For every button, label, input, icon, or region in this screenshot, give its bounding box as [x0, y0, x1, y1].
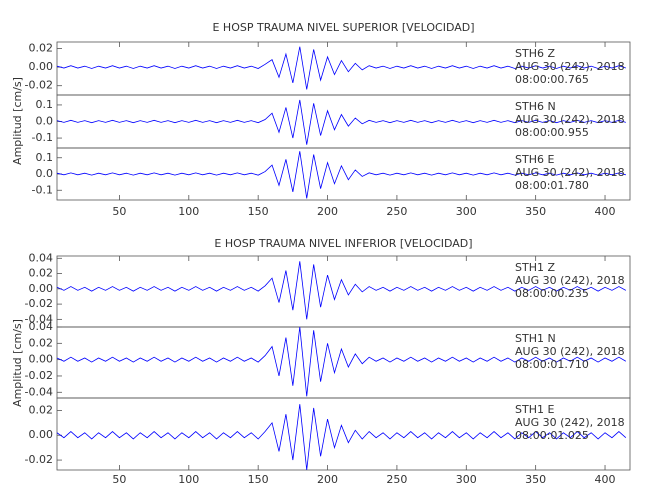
x-tick-label: 250	[386, 205, 407, 218]
y-tick-label: 0.00	[29, 353, 54, 366]
trace-time: 08:00:00.235	[515, 287, 589, 300]
waveform	[56, 404, 627, 471]
chart-title: E HOSP TRAUMA NIVEL SUPERIOR [VELOCIDAD]	[212, 21, 474, 34]
y-tick-label: 0.04	[29, 320, 54, 333]
trace-date: AUG 30 (242), 2018	[515, 60, 625, 73]
waveform	[56, 99, 626, 145]
y-tick-label: -0.02	[25, 297, 53, 310]
trace-date: AUG 30 (242), 2018	[515, 416, 625, 429]
x-tick-label: 300	[456, 473, 477, 486]
x-tick-label: 350	[525, 473, 546, 486]
x-tick-label: 350	[525, 205, 546, 218]
y-tick-label: -0.1	[32, 131, 53, 144]
y-tick-label: -0.02	[25, 453, 53, 466]
y-tick-label: -0.04	[25, 385, 53, 398]
x-tick-label: 150	[248, 205, 269, 218]
trace-station: STH6 E	[515, 153, 554, 166]
y-tick-label: -0.02	[25, 369, 53, 382]
waveform	[56, 151, 626, 199]
y-tick-label: 0.00	[29, 60, 54, 73]
x-tick-label: 50	[112, 205, 126, 218]
trace-time: 08:00:01.780	[515, 179, 589, 192]
waveform	[56, 261, 627, 320]
trace-time: 08:00:00.955	[515, 126, 589, 139]
x-tick-label: 400	[595, 473, 616, 486]
trace-time: 08:00:01.025	[515, 429, 589, 442]
y-tick-label: 0.0	[36, 167, 54, 180]
trace-station: STH1 E	[515, 403, 554, 416]
y-axis-label: Amplitud [cm/s]	[11, 319, 24, 407]
y-tick-label: 0.02	[29, 267, 54, 280]
y-tick-label: 0.04	[29, 251, 54, 264]
x-tick-label: 300	[456, 205, 477, 218]
y-tick-label: 0.0	[36, 115, 54, 128]
y-tick-label: -0.02	[25, 79, 53, 92]
trace-date: AUG 30 (242), 2018	[515, 166, 625, 179]
y-tick-label: -0.1	[32, 183, 53, 196]
x-tick-label: 200	[317, 473, 338, 486]
x-tick-label: 150	[248, 473, 269, 486]
trace-station: STH6 Z	[515, 47, 555, 60]
y-tick-label: -0.04	[25, 312, 53, 325]
y-tick-label: 0.1	[36, 151, 54, 164]
trace-time: 08:00:01.710	[515, 358, 589, 371]
x-tick-label: 400	[595, 205, 616, 218]
trace-station: STH1 N	[515, 332, 556, 345]
y-tick-label: 0.02	[29, 403, 54, 416]
y-axis-label: Amplitud [cm/s]	[11, 77, 24, 165]
y-tick-label: 0.00	[29, 282, 54, 295]
chart-title: E HOSP TRAUMA NIVEL INFERIOR [VELOCIDAD]	[214, 237, 472, 250]
trace-station: STH6 N	[515, 100, 556, 113]
x-tick-label: 200	[317, 205, 338, 218]
trace-date: AUG 30 (242), 2018	[515, 113, 625, 126]
waveform	[56, 46, 626, 90]
trace-station: STH1 Z	[515, 261, 555, 274]
trace-time: 08:00:00.765	[515, 73, 589, 86]
y-tick-label: 0.02	[29, 42, 54, 55]
x-tick-label: 100	[178, 473, 199, 486]
x-tick-label: 100	[178, 205, 199, 218]
panel-frame	[56, 397, 631, 471]
y-tick-label: 0.1	[36, 98, 54, 111]
y-tick-label: 0.02	[29, 336, 54, 349]
trace-date: AUG 30 (242), 2018	[515, 345, 625, 358]
trace-date: AUG 30 (242), 2018	[515, 274, 625, 287]
y-tick-label: 0.00	[29, 428, 54, 441]
x-tick-label: 50	[112, 473, 126, 486]
x-tick-label: 250	[386, 473, 407, 486]
waveform	[56, 326, 627, 397]
